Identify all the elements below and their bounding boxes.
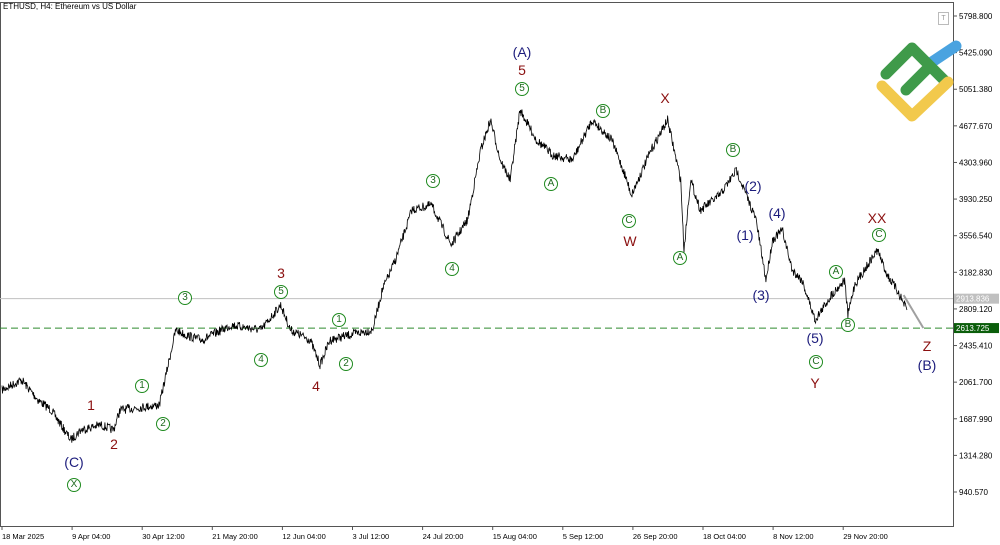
wave-label: 3 (178, 291, 192, 305)
projection-line (902, 294, 925, 329)
wave-label: 4 (445, 262, 459, 276)
x-tick-label: 24 Jul 20:00 (423, 532, 464, 541)
x-tick-label: 5 Sep 12:00 (563, 532, 603, 541)
y-tick-label: 5425.090 (959, 49, 993, 58)
wave-label: W (623, 233, 637, 249)
wave-label: 2 (110, 436, 118, 452)
wave-label: (4) (768, 205, 786, 221)
y-tick-label: 1687.990 (959, 415, 993, 424)
logo-blue-stroke (926, 40, 962, 68)
x-tick-label: 18 Mar 2025 (2, 532, 44, 541)
price-series-line (1, 109, 908, 443)
wave-label: 4 (312, 378, 320, 394)
y-tick-label: 5051.380 (959, 85, 993, 94)
wave-label: XX (867, 210, 887, 226)
wave-label: A (673, 251, 687, 265)
company-logo (876, 40, 962, 122)
wave-label: (5) (806, 330, 824, 346)
plot-frame (0, 2, 954, 527)
y-tick-label: 3930.250 (959, 195, 993, 204)
y-tick-label: 3556.540 (959, 232, 993, 241)
y-tick-label: 2809.120 (959, 305, 993, 314)
trade-button[interactable]: T (938, 12, 949, 25)
wave-label: X (660, 90, 670, 106)
wave-label: B (596, 104, 610, 118)
wave-label: C (622, 214, 636, 228)
wave-label: (B) (917, 357, 937, 373)
y-tick-label: 1314.280 (959, 451, 993, 460)
y-tick-label: 940.570 (959, 488, 988, 497)
x-tick-label: 15 Aug 04:00 (493, 532, 537, 541)
wave-label: 2 (156, 417, 170, 431)
wave-label: X (67, 478, 81, 492)
x-tick-label: 8 Nov 12:00 (773, 532, 813, 541)
y-tick-label: 3182.830 (959, 268, 993, 277)
y-tick-label: 5798.800 (959, 12, 993, 21)
wave-label: 5 (518, 62, 526, 78)
x-tick-label: 3 Jul 12:00 (353, 532, 390, 541)
y-tick-label: 2435.410 (959, 342, 993, 351)
current-price-label: 2913.836 (956, 295, 990, 304)
wave-label: 4 (254, 353, 268, 367)
x-tick-label: 12 Jun 04:00 (282, 532, 325, 541)
x-tick-label: 26 Sep 20:00 (633, 532, 678, 541)
wave-label: A (829, 265, 843, 279)
wave-label: Z (922, 338, 932, 354)
y-tick-label: 2061.700 (959, 378, 993, 387)
wave-label: (A) (512, 44, 532, 60)
x-tick-label: 29 Nov 20:00 (843, 532, 888, 541)
target-level-badge (954, 323, 999, 334)
y-tick-label: 4677.670 (959, 122, 993, 131)
wave-label: 1 (135, 379, 149, 393)
x-tick-label: 21 May 20:00 (212, 532, 257, 541)
wave-label: Y (810, 375, 820, 391)
wave-label: B (841, 318, 855, 332)
wave-label: (2) (744, 178, 762, 194)
wave-label: 5 (515, 82, 529, 96)
target-level-label: 2613.725 (956, 324, 990, 333)
wave-label: C (872, 228, 886, 242)
wave-label: B (726, 143, 740, 157)
wave-label: 5 (274, 285, 288, 299)
wave-label: 2 (339, 357, 353, 371)
logo-green-stroke (880, 42, 952, 96)
wave-label: 3 (277, 265, 285, 281)
wave-label: 3 (426, 174, 440, 188)
wave-label: (1) (736, 227, 754, 243)
wave-label: C (809, 355, 823, 369)
y-tick-label: 4303.960 (959, 158, 993, 167)
logo-yellow-stroke (876, 76, 954, 122)
wave-label: 1 (332, 313, 346, 327)
chart-title: ETHUSD, H4: Ethereum vs US Dollar (3, 2, 137, 11)
wave-label: A (544, 177, 558, 191)
x-tick-label: 9 Apr 04:00 (72, 532, 110, 541)
current-price-badge (954, 293, 999, 304)
x-tick-label: 30 Apr 12:00 (142, 532, 185, 541)
x-tick-label: 18 Oct 04:00 (703, 532, 746, 541)
wave-label: (C) (64, 454, 84, 470)
wave-label: (3) (752, 287, 770, 303)
wave-label: 1 (87, 397, 95, 413)
